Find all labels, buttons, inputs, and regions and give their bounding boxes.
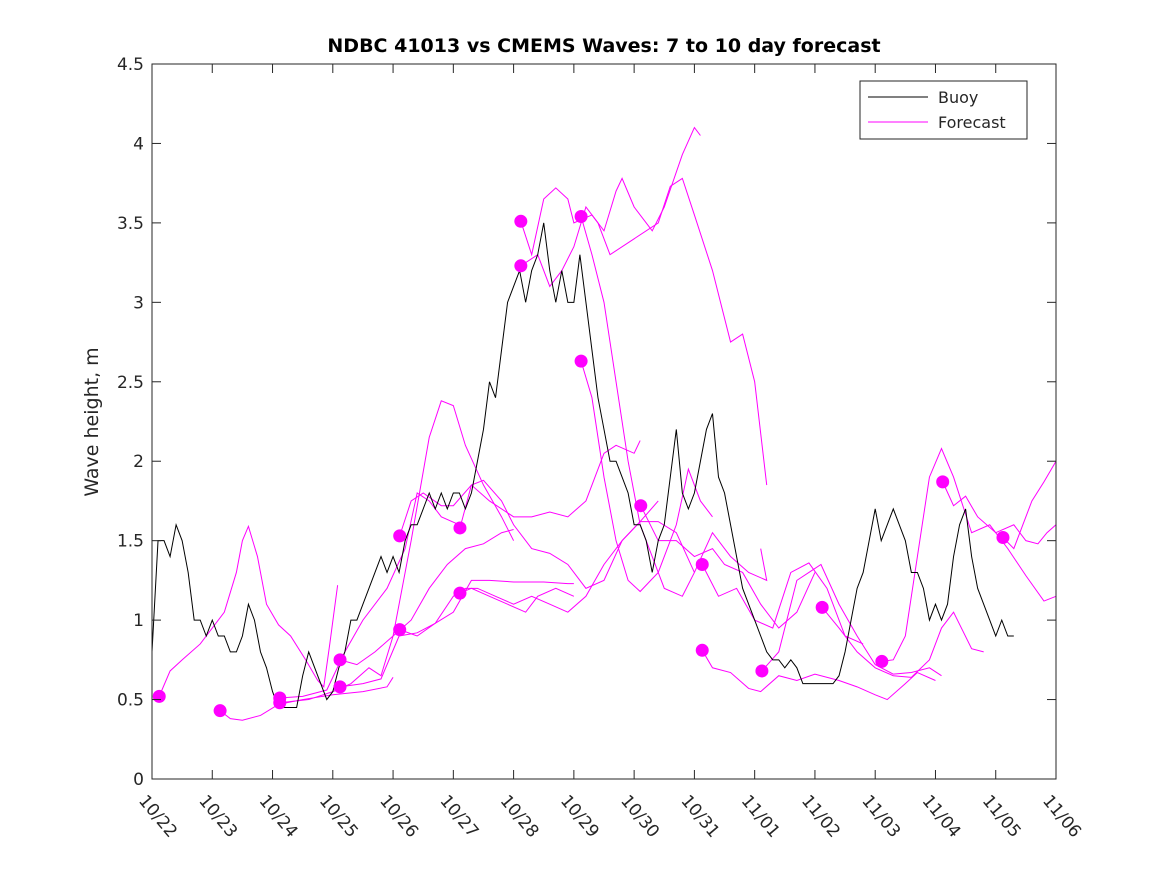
y-tick-label: 2.5 (117, 373, 144, 393)
buoy-line (151, 222, 1014, 708)
x-tick-label: 11/01 (737, 791, 784, 841)
x-tick-label: 10/29 (556, 791, 603, 841)
forecast-line (399, 440, 641, 537)
forecast-start-marker (453, 521, 467, 535)
y-axis-label: Wave height, m (81, 347, 103, 496)
y-tick-label: 4.5 (117, 55, 144, 75)
x-tick-label: 11/04 (918, 791, 965, 841)
forecast-start-marker (936, 475, 950, 489)
x-tick-label: 11/03 (857, 791, 904, 841)
forecast-line (520, 177, 768, 486)
x-tick-label: 10/28 (496, 791, 543, 841)
forecast-line (399, 521, 695, 637)
y-tick-label: 1 (133, 611, 144, 631)
forecast-start-marker (875, 654, 889, 668)
y-tick-label: 2 (133, 452, 144, 472)
forecast-line (520, 126, 701, 257)
legend: Buoy Forecast (859, 80, 1028, 140)
forecast-start-marker (213, 704, 227, 718)
forecast-start-marker (574, 354, 588, 368)
x-tick-label: 10/23 (194, 791, 241, 841)
x-tick-label: 11/02 (797, 791, 844, 841)
forecast-line (158, 524, 339, 697)
forecast-line (580, 360, 713, 593)
y-tick-label: 4 (133, 134, 144, 154)
legend-box (859, 80, 1028, 140)
forecast-start-marker (152, 689, 166, 703)
forecast-start-marker (695, 558, 709, 571)
forecast-start-marker (755, 664, 769, 678)
x-tick-label: 10/30 (616, 791, 663, 841)
x-tick-label: 10/24 (255, 791, 302, 841)
y-tick-label: 0 (133, 770, 144, 790)
forecast-start-marker (453, 586, 467, 600)
forecast-start-marker (393, 623, 407, 637)
forecast-line (701, 650, 936, 701)
forecast-line (279, 492, 460, 699)
y-tick-label: 3 (133, 293, 144, 313)
x-tick-label: 10/27 (436, 791, 483, 841)
forecast-start-marker (996, 530, 1010, 544)
y-tick-label: 3.5 (117, 214, 144, 234)
forecast-line (881, 447, 1057, 662)
series-layer (151, 126, 1057, 721)
forecast-line (339, 579, 574, 688)
y-tick-label: 0.5 (117, 691, 144, 711)
forecast-start-marker (574, 210, 588, 224)
forecast-start-marker (393, 529, 407, 543)
plot-area (152, 64, 1056, 779)
forecast-line (459, 479, 659, 589)
chart-title: NDBC 41013 vs CMEMS Waves: 7 to 10 day f… (327, 35, 880, 57)
x-tick-label: 11/05 (978, 791, 1025, 841)
forecast-line (339, 529, 514, 666)
forecast-line (821, 607, 984, 678)
plot-frame (151, 63, 1057, 780)
legend-forecast-label: Forecast (938, 113, 1006, 132)
forecast-start-marker (634, 499, 648, 513)
forecast-line (640, 505, 816, 629)
x-tick-label: 11/06 (1038, 791, 1085, 841)
forecast-line (459, 587, 575, 613)
forecast-start-marker (514, 259, 528, 273)
forecast-start-marker (273, 696, 287, 710)
forecast-start-marker (514, 214, 528, 228)
y-tick-label: 1.5 (117, 532, 144, 552)
forecast-line (580, 216, 768, 597)
forecast-start-marker (333, 653, 347, 667)
x-tick-label: 10/22 (134, 791, 181, 841)
forecast-start-marker (815, 600, 829, 614)
x-tick-label: 10/26 (375, 791, 422, 841)
legend-buoy-label: Buoy (938, 88, 978, 107)
forecast-line (942, 481, 1057, 545)
forecast-line (701, 562, 864, 645)
forecast-line (1002, 460, 1057, 550)
x-tick-label: 10/31 (677, 791, 724, 841)
x-tick-label: 10/25 (315, 791, 362, 841)
forecast-start-marker (695, 643, 709, 657)
forecast-line (761, 563, 942, 677)
forecast-start-marker (333, 680, 347, 694)
